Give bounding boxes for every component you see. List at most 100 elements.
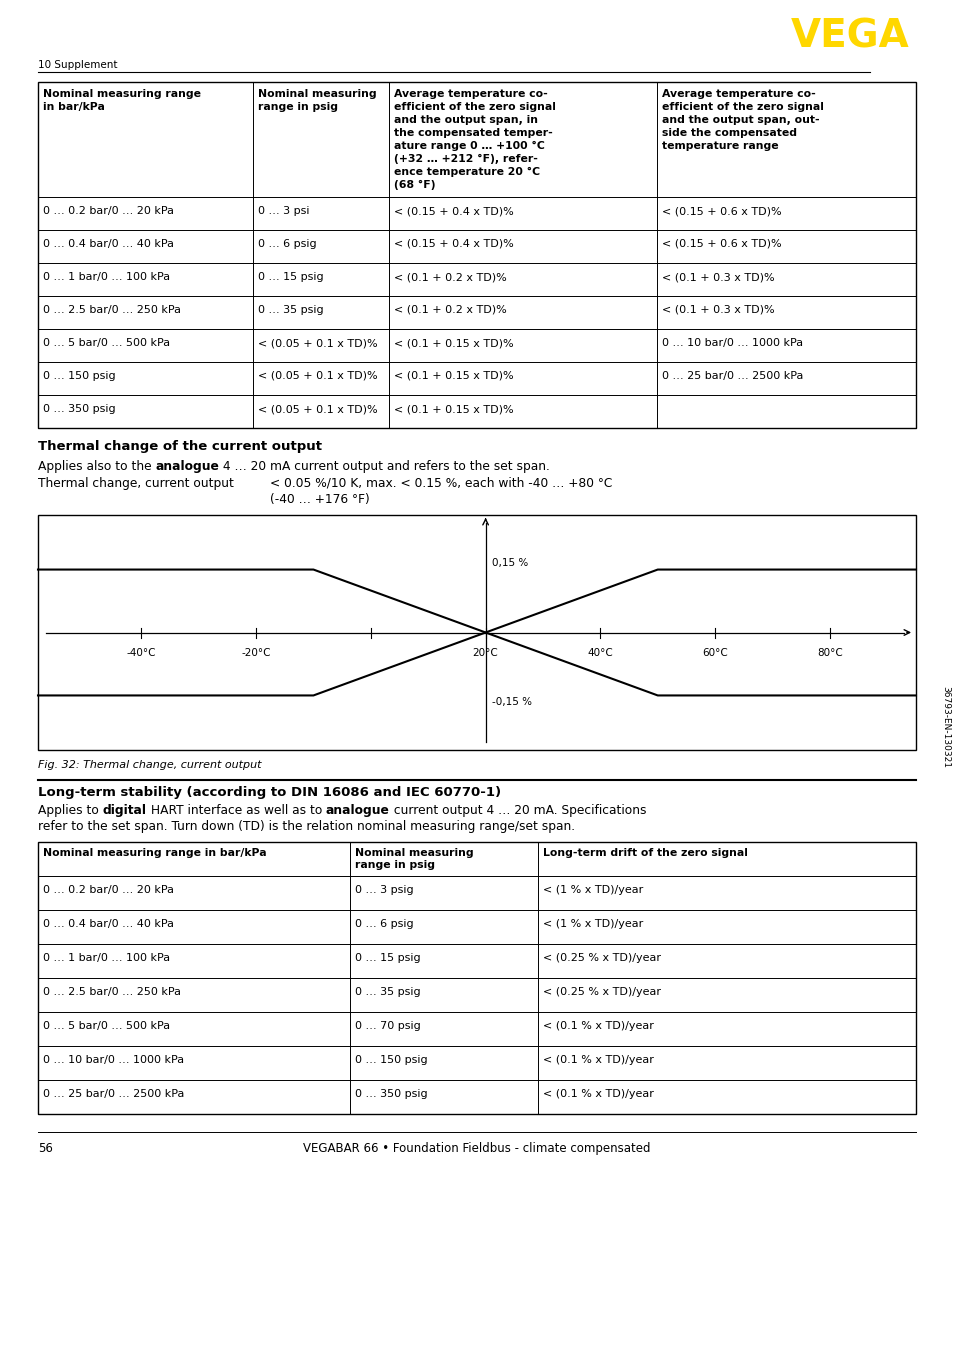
- Text: Average temperature co-: Average temperature co-: [661, 89, 815, 99]
- Text: < (0.1 % x TD)/year: < (0.1 % x TD)/year: [543, 1021, 654, 1030]
- Text: Nominal measuring range in bar/kPa: Nominal measuring range in bar/kPa: [43, 848, 266, 858]
- Text: Fig. 32: Thermal change, current output: Fig. 32: Thermal change, current output: [38, 760, 261, 770]
- Text: < (0.1 + 0.3 x TD)%: < (0.1 + 0.3 x TD)%: [661, 305, 774, 315]
- Text: Nominal measuring range: Nominal measuring range: [43, 89, 201, 99]
- Text: current output 4 … 20 mA. Specifications: current output 4 … 20 mA. Specifications: [390, 804, 646, 816]
- Text: 0 … 0.4 bar/0 … 40 kPa: 0 … 0.4 bar/0 … 40 kPa: [43, 240, 173, 249]
- Text: < (0.15 + 0.4 x TD)%: < (0.15 + 0.4 x TD)%: [394, 206, 514, 217]
- Text: digital: digital: [103, 804, 147, 816]
- Text: 0 … 0.2 bar/0 … 20 kPa: 0 … 0.2 bar/0 … 20 kPa: [43, 886, 173, 895]
- Text: 0 … 70 psig: 0 … 70 psig: [355, 1021, 420, 1030]
- Text: refer to the set span. Turn down (TD) is the relation nominal measuring range/se: refer to the set span. Turn down (TD) is…: [38, 821, 575, 833]
- Text: Thermal change of the current output: Thermal change of the current output: [38, 440, 322, 454]
- Text: Nominal measuring: Nominal measuring: [355, 848, 473, 858]
- Text: ature range 0 … +100 °C: ature range 0 … +100 °C: [394, 141, 544, 152]
- Text: < (0.1 + 0.15 x TD)%: < (0.1 + 0.15 x TD)%: [394, 403, 514, 414]
- Text: Average temperature co-: Average temperature co-: [394, 89, 547, 99]
- Text: < (0.1 + 0.2 x TD)%: < (0.1 + 0.2 x TD)%: [394, 305, 506, 315]
- Text: 0 … 1 bar/0 … 100 kPa: 0 … 1 bar/0 … 100 kPa: [43, 953, 170, 963]
- Text: 0 … 15 psig: 0 … 15 psig: [258, 272, 323, 282]
- Text: 0 … 6 psig: 0 … 6 psig: [355, 919, 413, 929]
- Text: 0 … 10 bar/0 … 1000 kPa: 0 … 10 bar/0 … 1000 kPa: [43, 1055, 184, 1066]
- Bar: [38, 83, 915, 428]
- Text: < (0.05 + 0.1 x TD)%: < (0.05 + 0.1 x TD)%: [258, 371, 377, 380]
- Text: 0 … 0.2 bar/0 … 20 kPa: 0 … 0.2 bar/0 … 20 kPa: [43, 206, 173, 217]
- Text: efficient of the zero signal: efficient of the zero signal: [661, 102, 823, 112]
- Text: Long-term stability (according to DIN 16086 and IEC 60770-1): Long-term stability (according to DIN 16…: [38, 787, 500, 799]
- Text: and the output span, out-: and the output span, out-: [661, 115, 819, 125]
- Text: < (0.15 + 0.4 x TD)%: < (0.15 + 0.4 x TD)%: [394, 240, 514, 249]
- Text: (-40 … +176 °F): (-40 … +176 °F): [270, 493, 370, 506]
- Text: VEGA: VEGA: [790, 18, 909, 56]
- Bar: [38, 842, 915, 1114]
- Text: 0 … 2.5 bar/0 … 250 kPa: 0 … 2.5 bar/0 … 250 kPa: [43, 305, 181, 315]
- Text: ence temperature 20 °C: ence temperature 20 °C: [394, 167, 539, 177]
- Text: temperature range: temperature range: [661, 141, 778, 152]
- Text: in bar/kPa: in bar/kPa: [43, 102, 105, 112]
- Text: < (0.1 % x TD)/year: < (0.1 % x TD)/year: [543, 1055, 654, 1066]
- Text: < (0.1 + 0.3 x TD)%: < (0.1 + 0.3 x TD)%: [661, 272, 774, 282]
- Text: Applies also to the: Applies also to the: [38, 460, 155, 473]
- Text: range in psig: range in psig: [355, 860, 435, 871]
- Text: 0 … 6 psig: 0 … 6 psig: [258, 240, 316, 249]
- Text: Thermal change, current output: Thermal change, current output: [38, 477, 233, 490]
- Text: 0 … 35 psig: 0 … 35 psig: [258, 305, 323, 315]
- Text: < (1 % x TD)/year: < (1 % x TD)/year: [543, 919, 643, 929]
- Text: 0 … 150 psig: 0 … 150 psig: [355, 1055, 427, 1066]
- Text: 10 Supplement: 10 Supplement: [38, 60, 117, 70]
- Text: -0,15 %: -0,15 %: [491, 697, 531, 707]
- Text: < (1 % x TD)/year: < (1 % x TD)/year: [543, 886, 643, 895]
- Text: (+32 … +212 °F), refer-: (+32 … +212 °F), refer-: [394, 154, 537, 164]
- Text: < (0.05 + 0.1 x TD)%: < (0.05 + 0.1 x TD)%: [258, 338, 377, 348]
- Text: -20°C: -20°C: [241, 649, 271, 658]
- Text: 60°C: 60°C: [701, 649, 727, 658]
- Text: 0 … 5 bar/0 … 500 kPa: 0 … 5 bar/0 … 500 kPa: [43, 1021, 170, 1030]
- Text: 56: 56: [38, 1141, 52, 1155]
- Text: 0 … 10 bar/0 … 1000 kPa: 0 … 10 bar/0 … 1000 kPa: [661, 338, 802, 348]
- Text: < (0.05 + 0.1 x TD)%: < (0.05 + 0.1 x TD)%: [258, 403, 377, 414]
- Text: 0 … 3 psig: 0 … 3 psig: [355, 886, 413, 895]
- Text: Applies to: Applies to: [38, 804, 103, 816]
- Text: 0 … 25 bar/0 … 2500 kPa: 0 … 25 bar/0 … 2500 kPa: [43, 1089, 184, 1099]
- Text: -40°C: -40°C: [127, 649, 156, 658]
- Text: < 0.05 %/10 K, max. < 0.15 %, each with -40 … +80 °C: < 0.05 %/10 K, max. < 0.15 %, each with …: [270, 477, 612, 490]
- Text: the compensated temper-: the compensated temper-: [394, 129, 553, 138]
- Text: (68 °F): (68 °F): [394, 180, 436, 190]
- Text: 0 … 350 psig: 0 … 350 psig: [355, 1089, 427, 1099]
- Text: and the output span, in: and the output span, in: [394, 115, 537, 125]
- Text: VEGABAR 66 • Foundation Fieldbus - climate compensated: VEGABAR 66 • Foundation Fieldbus - clima…: [303, 1141, 650, 1155]
- Text: analogue: analogue: [326, 804, 390, 816]
- Text: 20°C: 20°C: [473, 649, 498, 658]
- Text: analogue: analogue: [155, 460, 219, 473]
- Text: 0 … 350 psig: 0 … 350 psig: [43, 403, 115, 414]
- Text: Nominal measuring: Nominal measuring: [258, 89, 376, 99]
- Text: side the compensated: side the compensated: [661, 129, 796, 138]
- Text: HART interface as well as to: HART interface as well as to: [147, 804, 326, 816]
- Text: 0 … 150 psig: 0 … 150 psig: [43, 371, 115, 380]
- Text: 0,15 %: 0,15 %: [491, 558, 527, 567]
- Bar: [38, 515, 915, 750]
- Text: < (0.1 % x TD)/year: < (0.1 % x TD)/year: [543, 1089, 654, 1099]
- Text: < (0.25 % x TD)/year: < (0.25 % x TD)/year: [543, 987, 660, 997]
- Text: 4 … 20 mA current output and refers to the set span.: 4 … 20 mA current output and refers to t…: [219, 460, 550, 473]
- Text: 0 … 2.5 bar/0 … 250 kPa: 0 … 2.5 bar/0 … 250 kPa: [43, 987, 181, 997]
- Text: < (0.1 + 0.15 x TD)%: < (0.1 + 0.15 x TD)%: [394, 338, 514, 348]
- Text: 0 … 0.4 bar/0 … 40 kPa: 0 … 0.4 bar/0 … 40 kPa: [43, 919, 173, 929]
- Text: < (0.15 + 0.6 x TD)%: < (0.15 + 0.6 x TD)%: [661, 240, 781, 249]
- Text: range in psig: range in psig: [258, 102, 337, 112]
- Text: 0 … 3 psi: 0 … 3 psi: [258, 206, 310, 217]
- Text: 80°C: 80°C: [816, 649, 841, 658]
- Text: 0 … 35 psig: 0 … 35 psig: [355, 987, 420, 997]
- Text: 40°C: 40°C: [587, 649, 613, 658]
- Text: 0 … 5 bar/0 … 500 kPa: 0 … 5 bar/0 … 500 kPa: [43, 338, 170, 348]
- Text: < (0.15 + 0.6 x TD)%: < (0.15 + 0.6 x TD)%: [661, 206, 781, 217]
- Text: 36793-EN-130321: 36793-EN-130321: [941, 686, 949, 768]
- Text: < (0.1 + 0.2 x TD)%: < (0.1 + 0.2 x TD)%: [394, 272, 506, 282]
- Text: 0 … 15 psig: 0 … 15 psig: [355, 953, 420, 963]
- Text: < (0.1 + 0.15 x TD)%: < (0.1 + 0.15 x TD)%: [394, 371, 514, 380]
- Text: efficient of the zero signal: efficient of the zero signal: [394, 102, 556, 112]
- Text: Long-term drift of the zero signal: Long-term drift of the zero signal: [543, 848, 747, 858]
- Text: 0 … 25 bar/0 … 2500 kPa: 0 … 25 bar/0 … 2500 kPa: [661, 371, 802, 380]
- Text: < (0.25 % x TD)/year: < (0.25 % x TD)/year: [543, 953, 660, 963]
- Text: 0 … 1 bar/0 … 100 kPa: 0 … 1 bar/0 … 100 kPa: [43, 272, 170, 282]
